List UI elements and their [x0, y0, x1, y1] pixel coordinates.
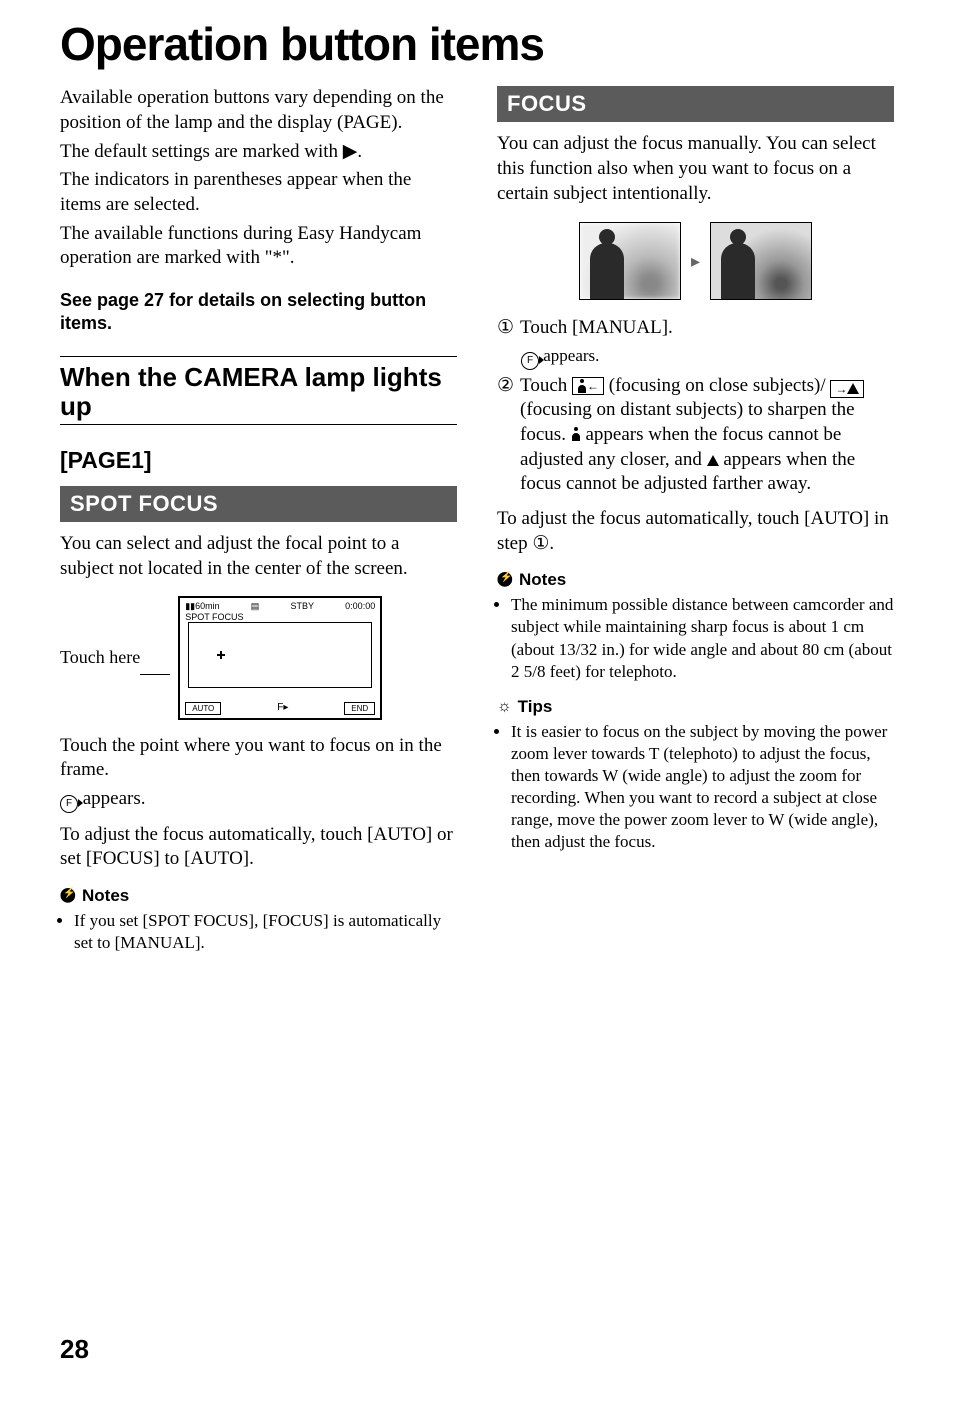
focus-tips-list: It is easier to focus on the subject by …: [497, 721, 894, 854]
focus-step1-sub-text: appears.: [539, 346, 599, 365]
see-page-ref: See page 27 for details on selecting but…: [60, 289, 457, 334]
focus-step2a: Touch: [520, 375, 572, 396]
leader-line-icon: [140, 674, 170, 675]
lcd-auto-button: AUTO: [185, 702, 221, 715]
focus-tip-1: It is easier to focus on the subject by …: [511, 721, 894, 854]
person-limit-icon: [571, 427, 581, 441]
focus-p2b: .: [549, 533, 554, 554]
focus-near-icon: ←: [572, 377, 604, 395]
focus-figure: ▸: [497, 222, 894, 300]
focus-far-icon: →: [830, 380, 864, 398]
spot-focus-p1: You can select and adjust the focal poin…: [60, 532, 457, 581]
thumb-sharp: [710, 222, 812, 300]
focus-note-1: The minimum possible distance between ca…: [511, 594, 894, 682]
lcd-end-button: END: [344, 702, 375, 715]
focus-step-1-sub: F appears.: [521, 345, 894, 370]
step-2-icon: ②: [497, 376, 514, 395]
thumb-person-icon: [721, 243, 755, 299]
spot-focus-p3: F appears.: [60, 787, 457, 813]
focus-tips-heading: ☼ Tips: [497, 697, 894, 717]
spot-notes-heading: Notes: [60, 886, 457, 906]
intro-p2b: .: [357, 141, 362, 162]
lcd-mid-icon: F▸: [277, 702, 288, 715]
thumb-blur: [579, 222, 681, 300]
intro-p3: The indicators in parentheses appear whe…: [60, 168, 457, 217]
lcd-spot-label: SPOT FOCUS: [180, 612, 380, 622]
focus-p2: To adjust the focus automatically, touch…: [497, 507, 894, 556]
lcd-screen: ▮▮60min ▤ STBY 0:00:00 SPOT FOCUS AUTO F…: [178, 596, 382, 720]
focus-step2b: (focusing on close subjects)/: [609, 375, 831, 396]
focus-p2a: To adjust the focus automatically, touch…: [497, 508, 889, 554]
spot-focus-p2: Touch the point where you want to focus …: [60, 734, 457, 783]
lcd-time: 0:00:00: [345, 601, 375, 612]
focus-indicator-icon: F: [60, 795, 78, 813]
spot-note-1: If you set [SPOT FOCUS], [FOCUS] is auto…: [74, 910, 457, 954]
spot-focus-bar: SPOT FOCUS: [60, 486, 457, 522]
camera-section-title: When the CAMERA lamp lights up: [60, 363, 457, 420]
intro-p1: Available operation buttons vary dependi…: [60, 86, 457, 135]
lcd-tape-icon: ▤: [251, 601, 260, 612]
focus-indicator-icon: F: [521, 352, 539, 370]
focus-step-2: ② Touch ← (focusing on close subjects)/ …: [497, 374, 894, 497]
focus-notes-label: Notes: [519, 570, 566, 590]
focus-notes-list: The minimum possible distance between ca…: [497, 594, 894, 682]
focus-step-1: ① Touch [MANUAL].: [497, 316, 894, 341]
intro-p4: The available functions during Easy Hand…: [60, 222, 457, 271]
page: Operation button items Available operati…: [0, 0, 954, 1405]
page-number: 28: [60, 1334, 457, 1365]
left-column: Available operation buttons vary dependi…: [60, 86, 457, 1365]
focus-step-2-content: Touch ← (focusing on close subjects)/ → …: [520, 374, 894, 497]
spot-focus-p3-text: appears.: [78, 788, 146, 809]
tips-bulb-icon: ☼: [497, 699, 512, 715]
focus-notes-heading: Notes: [497, 570, 894, 590]
page-title: Operation button items: [60, 20, 894, 68]
lcd-figure: Touch here ▮▮60min ▤ STBY 0:00:00 SPOT F…: [60, 596, 457, 720]
camera-section-box: When the CAMERA lamp lights up: [60, 356, 457, 425]
focus-step-1-text: Touch [MANUAL].: [520, 316, 673, 341]
focus-bar: FOCUS: [497, 86, 894, 122]
play-mark-icon: ▶: [343, 141, 358, 162]
spot-notes-label: Notes: [82, 886, 129, 906]
lcd-inner-frame: [188, 622, 372, 688]
columns: Available operation buttons vary dependi…: [60, 86, 894, 1365]
intro-p2a: The default settings are marked with: [60, 141, 343, 162]
step-ref-icon: ①: [532, 533, 549, 554]
mountain-limit-icon: [707, 455, 719, 466]
lcd-stby: STBY: [290, 601, 314, 612]
notes-bolt-icon: [497, 572, 513, 588]
focus-tips-label: Tips: [518, 697, 553, 717]
focus-p1: You can adjust the focus manually. You c…: [497, 132, 894, 206]
arrow-right-icon: ▸: [691, 251, 700, 272]
right-column: FOCUS You can adjust the focus manually.…: [497, 86, 894, 1365]
lcd-target-icon: [217, 651, 225, 659]
lcd-battery: ▮▮60min: [185, 601, 219, 612]
thumb-person-icon: [590, 243, 624, 299]
lcd-top-row: ▮▮60min ▤ STBY 0:00:00: [180, 598, 380, 612]
touch-here-label: Touch here: [60, 648, 140, 668]
lcd-bottom-row: AUTO F▸ END: [180, 702, 380, 715]
intro-p2: The default settings are marked with ▶.: [60, 140, 457, 165]
page1-label: [PAGE1]: [60, 447, 457, 474]
step-1-icon: ①: [497, 318, 514, 337]
spot-focus-p4: To adjust the focus automatically, touch…: [60, 823, 457, 872]
spot-notes-list: If you set [SPOT FOCUS], [FOCUS] is auto…: [60, 910, 457, 954]
notes-bolt-icon: [60, 888, 76, 904]
